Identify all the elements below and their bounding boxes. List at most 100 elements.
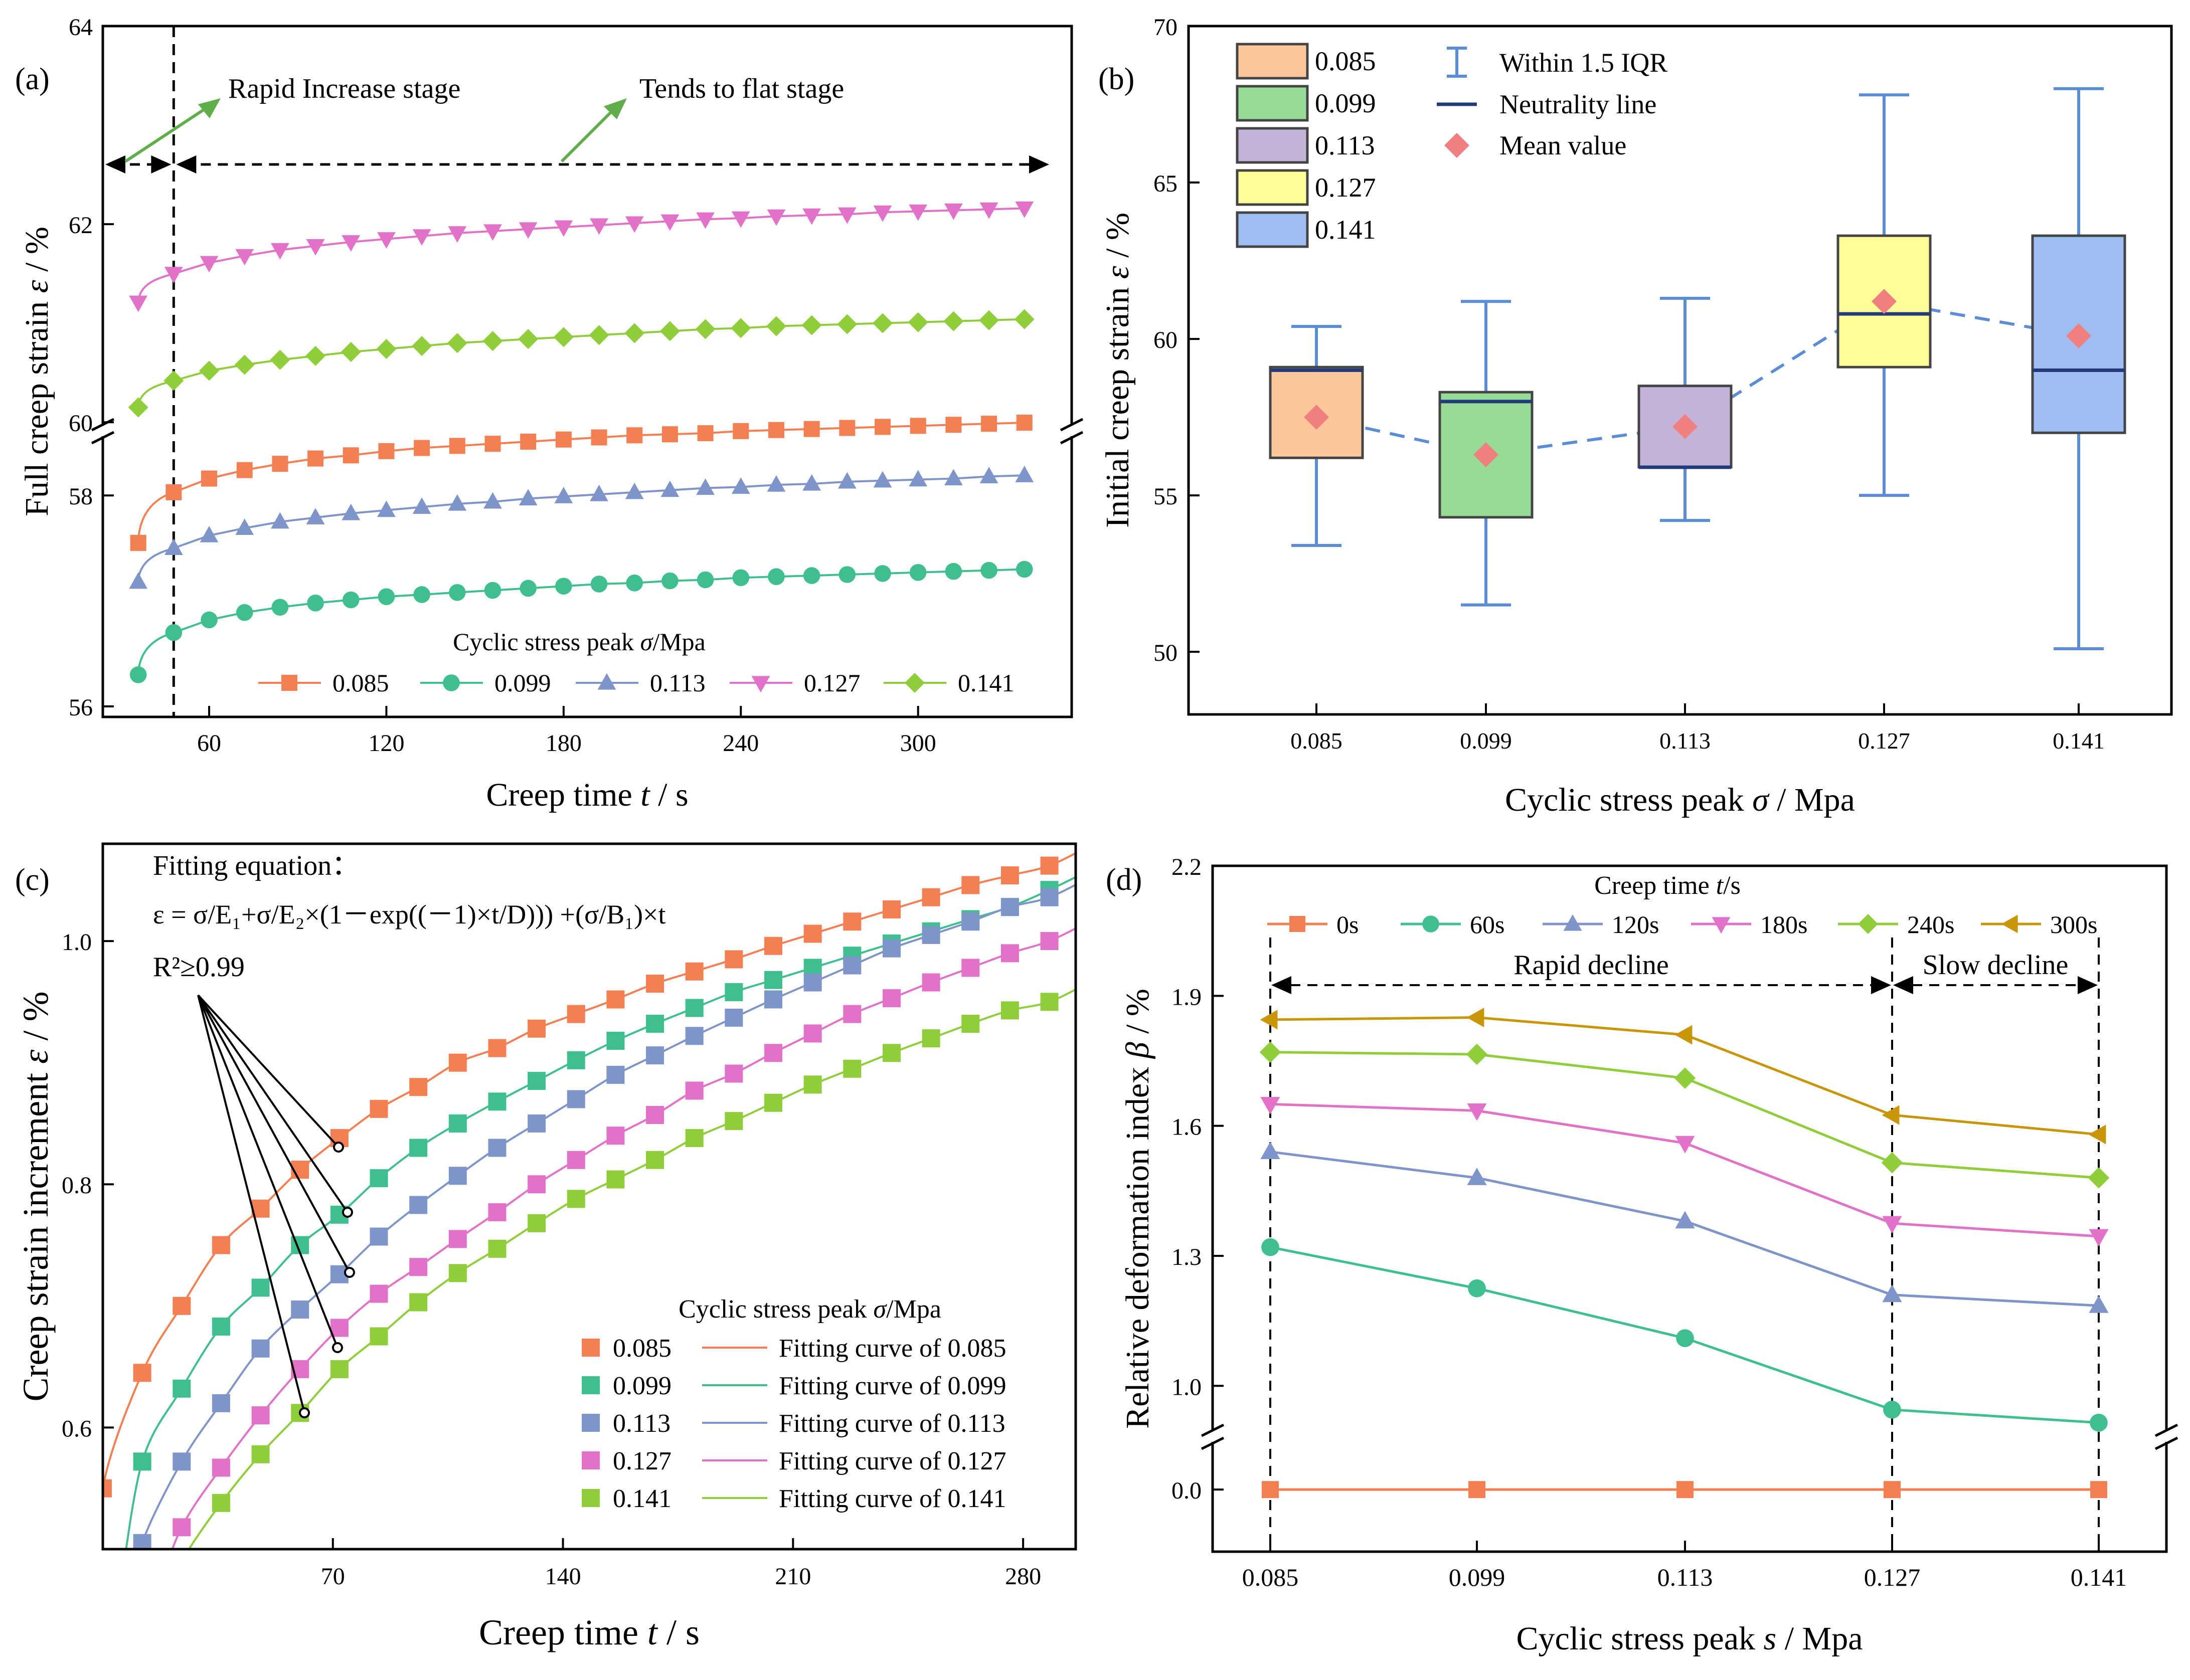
panel-a-point [307, 450, 324, 467]
panel-a-ytick-label: 62 [69, 212, 93, 239]
panel-a-point [873, 205, 892, 222]
panel-a-point [731, 318, 751, 338]
panel-a-y-axis-title: Full creep strain ε / % [19, 227, 55, 516]
panel-d-slow-arrow-head-left [1893, 976, 1913, 994]
panel-c-legend-label: 0.127 [613, 1447, 671, 1475]
panel-b-legend-label: 0.113 [1315, 130, 1375, 160]
panel-d-point [2090, 1413, 2108, 1432]
panel-d-point [1881, 1152, 1903, 1174]
panel-d-series-300s [1260, 1007, 2106, 1145]
panel-a-point [129, 295, 148, 312]
panel-b: (b) 50 55 60 65 70 0.085 0.099 0.113 0.127 0.141 Cy… [1098, 14, 2173, 818]
panel-c-point [567, 1090, 585, 1108]
panel-a-x-axis-title: Creep time t / s [486, 777, 688, 813]
panel-c-legend-label: 0.113 [613, 1409, 670, 1438]
panel-a-point [695, 319, 716, 339]
panel-c-point [882, 1044, 901, 1062]
panel-c-point [961, 1015, 980, 1033]
panel-a-point [909, 564, 927, 581]
panel-d-ytick-label: 1.6 [1171, 1114, 1202, 1141]
panel-a-point [200, 256, 219, 273]
panel-c-point [1000, 898, 1019, 916]
panel-b-box-0.113 [1637, 296, 1733, 522]
panel-a-point [589, 325, 609, 345]
panel-c-pointer-line [197, 994, 349, 1213]
panel-c-point [370, 1169, 388, 1188]
panel-d-legend-label: 0s [1336, 910, 1359, 939]
panel-a-point [802, 474, 821, 491]
panel-a-point [129, 666, 147, 683]
panel-c-point [843, 1005, 862, 1023]
panel-a-point [236, 462, 253, 478]
panel-a-point [520, 580, 537, 597]
panel-a-point [378, 443, 395, 459]
panel-c-point [528, 1072, 546, 1090]
panel-b-y-axis-title: Initial creep strain ε / % [1099, 213, 1136, 528]
panel-a-point [377, 500, 396, 517]
panel-a-point [306, 239, 325, 256]
panel-c-point [291, 1300, 309, 1319]
panel-c-point [961, 959, 980, 977]
panel-d-ytick-label: 2.2 [1171, 854, 1202, 880]
panel-a-xtick-label: 120 [368, 730, 404, 757]
panel-a-point [555, 431, 572, 448]
panel-c-xtick-label: 70 [321, 1563, 345, 1590]
panel-c-xtick-label: 210 [775, 1563, 811, 1590]
panel-d-annotation-slow: Slow decline [1923, 950, 2069, 981]
panel-a-point [768, 568, 785, 586]
panel-c-point [212, 1318, 230, 1336]
panel-c-point [843, 912, 862, 931]
panel-b-legend-swatch [1236, 85, 1309, 122]
panel-d-y-axis-title: Relative deformation index β / % [1119, 989, 1156, 1429]
panel-d-point [1675, 1211, 1695, 1229]
panel-a-curve-0.127 [137, 207, 1025, 303]
panel-d-legend-marker [2001, 914, 2018, 934]
panel-b-box-0.141 [2031, 87, 2126, 650]
panel-a-point [519, 222, 538, 239]
panel-a-series-0.113 [129, 466, 1034, 589]
panel-d-point [2089, 1229, 2109, 1247]
panel-c-legend-title: Cyclic stress peak σ/Mpa [679, 1295, 941, 1324]
panel-a-frame [101, 25, 1073, 718]
panel-a-point [875, 419, 891, 435]
panel-b-legend-swatch [1236, 43, 1309, 80]
panel-c-point [409, 1293, 428, 1312]
panel-c-point [725, 950, 743, 969]
panel-a-point [767, 209, 786, 226]
panel-b-legend-mean: Mean value [1499, 130, 1626, 160]
panel-d-ytick-label: 0.0 [1171, 1477, 1202, 1504]
panel-c-r2: R²≥0.99 [153, 952, 245, 983]
panel-d-ytick-label: 1.9 [1171, 984, 1202, 1010]
panel-a-point [271, 243, 289, 260]
panel-c-series-0.141 [188, 988, 1076, 1549]
panel-c-pointer-dot [299, 1407, 310, 1418]
panel-c-point [646, 1046, 664, 1065]
panel-c-legend-fit-label: Fitting curve of 0.099 [779, 1372, 1006, 1400]
panel-a-rapid-pointer-head [198, 98, 221, 118]
panel-a-point [130, 534, 146, 551]
panel-c-point [843, 1059, 862, 1078]
panel-c-point [251, 1445, 270, 1463]
panel-a-point [554, 220, 573, 237]
panel-c-xtick-label: 140 [545, 1563, 581, 1590]
panel-a-point [945, 563, 962, 580]
panel-c-point [764, 937, 783, 955]
panel-d-xtick-label: 0.127 [1864, 1563, 1921, 1591]
panel-c-legend-marker [582, 1414, 600, 1432]
panel-b-box-0.099 [1438, 300, 1534, 607]
panel-a-series-0.127 [129, 201, 1034, 312]
panel-c-ytick-label: 0.6 [62, 1415, 92, 1442]
panel-c-point [567, 1151, 585, 1169]
panel-a-xtick-label: 300 [900, 730, 936, 757]
panel-a-ytick-label: 60 [69, 410, 93, 437]
panel-c-point [133, 1452, 151, 1471]
panel-c-point [409, 1258, 428, 1276]
panel-c-point [567, 1190, 585, 1208]
panel-c-point [409, 1078, 428, 1096]
panel-c-point [882, 939, 901, 958]
panel-a-legend-label: 0.099 [494, 669, 551, 697]
panel-a-point [200, 525, 219, 542]
panel-a-annotation-flat: Tends to flat stage [639, 73, 844, 104]
panel-b-mean-marker [2066, 323, 2091, 348]
panel-a-point [943, 311, 964, 331]
